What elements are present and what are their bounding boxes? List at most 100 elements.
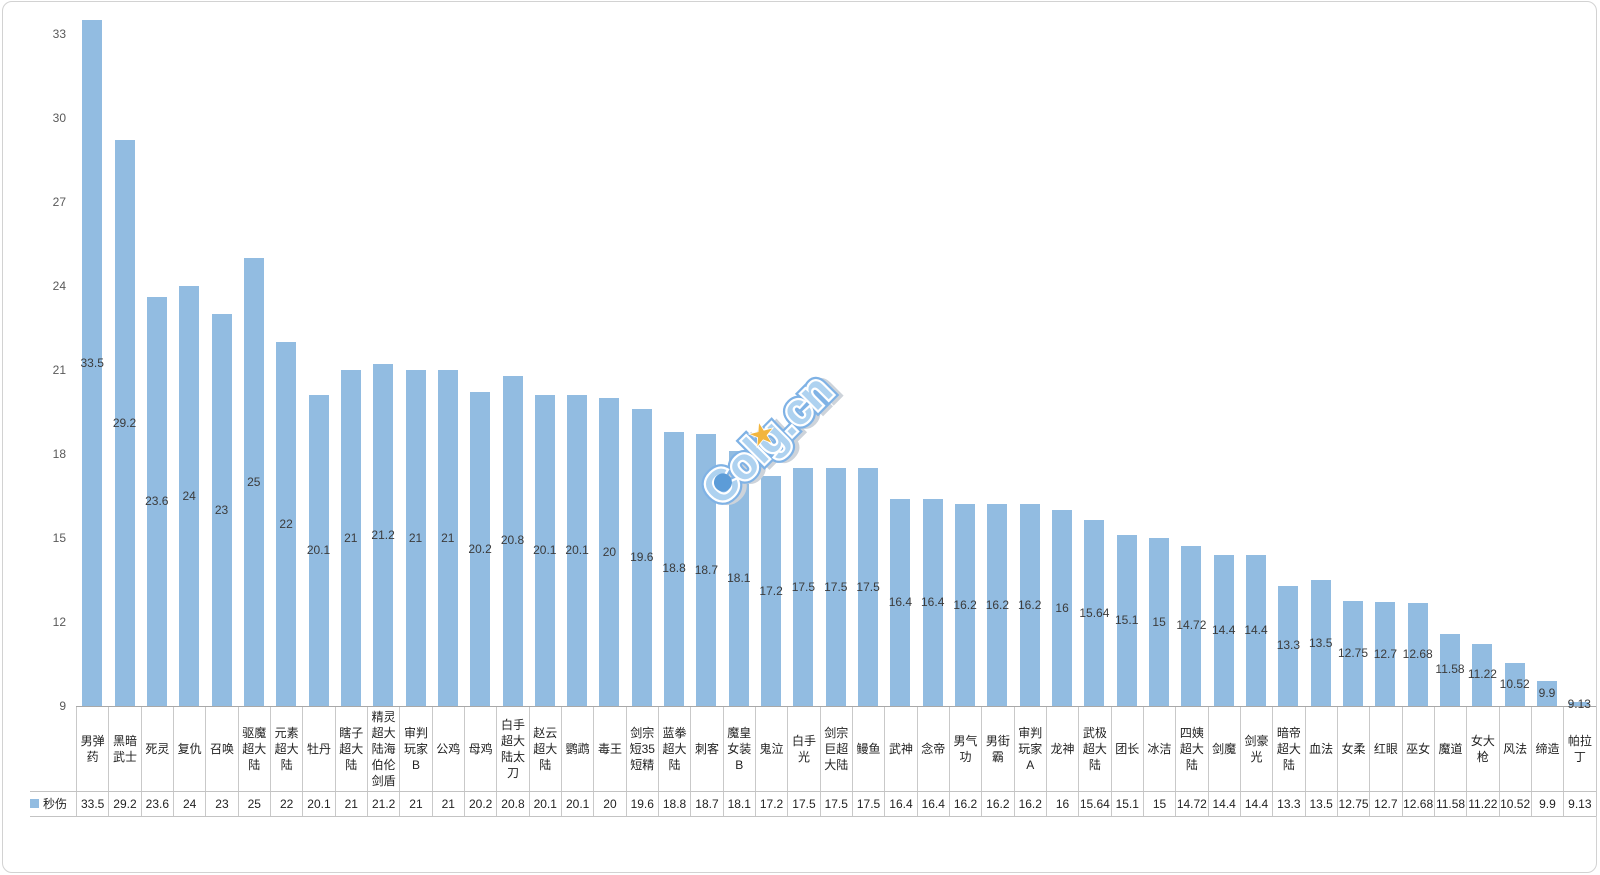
- bar-value-label: 13.3: [1276, 638, 1301, 653]
- bar: [1052, 510, 1073, 706]
- bar: [728, 451, 749, 706]
- value-cell: 18.8: [657, 791, 690, 816]
- bar-value-label: 20.1: [533, 543, 557, 558]
- category-cell: 元素超大陆: [270, 706, 302, 791]
- bar-value-label: 33.5: [80, 355, 104, 370]
- bar: [114, 140, 135, 706]
- category-cell: 帕拉丁: [1563, 706, 1595, 791]
- bar: [470, 392, 491, 706]
- bar-value-label: 22: [279, 516, 293, 531]
- table-right-edge: [1595, 706, 1597, 816]
- value-cell: 18.1: [722, 791, 755, 816]
- y-axis-tick-label: 30: [52, 111, 66, 125]
- bar: [1116, 535, 1137, 706]
- y-axis-tick-label: 18: [52, 447, 66, 461]
- bar-value-label: 21: [344, 530, 358, 545]
- category-cell: 蓝拳超大陆: [657, 706, 690, 791]
- category-cell: 刺客: [690, 706, 722, 791]
- bar-value-label: 13.5: [1309, 635, 1333, 650]
- bar: [1440, 633, 1460, 706]
- category-cell: 鹦鹉: [561, 706, 593, 791]
- category-cell: 鳗鱼: [851, 706, 884, 791]
- category-cell: 魔皇女装B: [722, 706, 755, 791]
- bar: [1375, 602, 1396, 706]
- table-bottom-line: [30, 816, 1596, 817]
- bar-value-label: 20.1: [306, 543, 331, 558]
- category-cell: 血法: [1304, 706, 1337, 791]
- value-cell: 16.4: [916, 791, 949, 816]
- bar-value-label: 20.8: [500, 533, 525, 548]
- value-cell: 23.6: [140, 791, 173, 816]
- value-cell: 20.1: [528, 791, 561, 816]
- category-cell: 念帝: [916, 706, 949, 791]
- bar-value-label: 11.58: [1435, 662, 1465, 677]
- bar-value-label: 20.1: [565, 543, 589, 558]
- bar: [987, 504, 1008, 706]
- value-cell: 15.64: [1078, 791, 1110, 816]
- bar-value-label: 16.2: [1018, 597, 1042, 612]
- legend-key-icon: [30, 799, 39, 808]
- bar: [405, 370, 426, 706]
- category-cell: 男街霸: [981, 706, 1013, 791]
- value-cell: 16.2: [1013, 791, 1046, 816]
- bar: [534, 395, 555, 706]
- y-axis-tick-label: 21: [52, 363, 66, 377]
- category-cell: 审判玩家A: [1013, 706, 1046, 791]
- value-cell: 17.5: [819, 791, 852, 816]
- table-mid-line: [30, 791, 1596, 792]
- category-cell: 风法: [1498, 706, 1531, 791]
- value-cell: 17.2: [754, 791, 787, 816]
- bar-value-label: 9.9: [1538, 685, 1556, 700]
- star-icon: ★: [745, 416, 779, 455]
- category-cell: 四姨超大陆: [1175, 706, 1207, 791]
- bar: [179, 286, 200, 706]
- bar: [1569, 702, 1590, 706]
- bar: [599, 398, 620, 706]
- bar: [567, 395, 588, 706]
- bar: [437, 370, 458, 706]
- bar-value-label: 17.5: [856, 579, 880, 594]
- value-cell: 18.7: [690, 791, 722, 816]
- bar-value-label: 25: [247, 474, 261, 489]
- category-cell: 死灵: [140, 706, 173, 791]
- value-cell: 11.58: [1433, 791, 1466, 816]
- category-cell: 武神: [884, 706, 916, 791]
- bar-value-label: 20.2: [468, 541, 492, 556]
- bar-value-label: 21: [408, 530, 423, 545]
- bar: [1084, 520, 1105, 706]
- bar: [858, 468, 879, 706]
- bar-value-label: 15: [1152, 614, 1166, 629]
- value-cell: 14.4: [1207, 791, 1240, 816]
- bar: [502, 375, 523, 706]
- category-cell: 龙神: [1045, 706, 1078, 791]
- bar: [276, 342, 297, 706]
- value-cell: 15.1: [1110, 791, 1143, 816]
- bar: [1019, 504, 1040, 706]
- category-cell: 女柔: [1336, 706, 1369, 791]
- bar: [1278, 585, 1299, 706]
- bar-value-label: 21.2: [371, 527, 395, 542]
- value-cell: 25: [237, 791, 270, 816]
- value-cell: 12.75: [1336, 791, 1369, 816]
- category-cell: 剑豪光: [1239, 706, 1272, 791]
- bar-value-label: 17.5: [824, 579, 848, 594]
- category-cell: 白手超大陆太刀: [496, 706, 528, 791]
- bar: [664, 431, 685, 706]
- bar-value-label: 12.75: [1337, 646, 1369, 660]
- value-cell: 24: [173, 791, 205, 816]
- bar-value-label: 23.6: [145, 494, 169, 509]
- value-cell: 20.2: [464, 791, 496, 816]
- bar-value-label: 9.13: [1567, 696, 1591, 711]
- value-cell: 16: [1045, 791, 1078, 816]
- category-cell: 牡丹: [302, 706, 334, 791]
- value-cell: 20.1: [561, 791, 593, 816]
- bar: [793, 468, 814, 706]
- bar: [1149, 538, 1170, 706]
- category-cell: 剑宗巨超大陆: [819, 706, 852, 791]
- bar-value-label: 14.72: [1176, 618, 1207, 633]
- y-axis-tick-label: 12: [52, 615, 66, 629]
- value-cell: 20.8: [496, 791, 528, 816]
- category-cell: 魔道: [1433, 706, 1466, 791]
- category-cell: 复仇: [173, 706, 205, 791]
